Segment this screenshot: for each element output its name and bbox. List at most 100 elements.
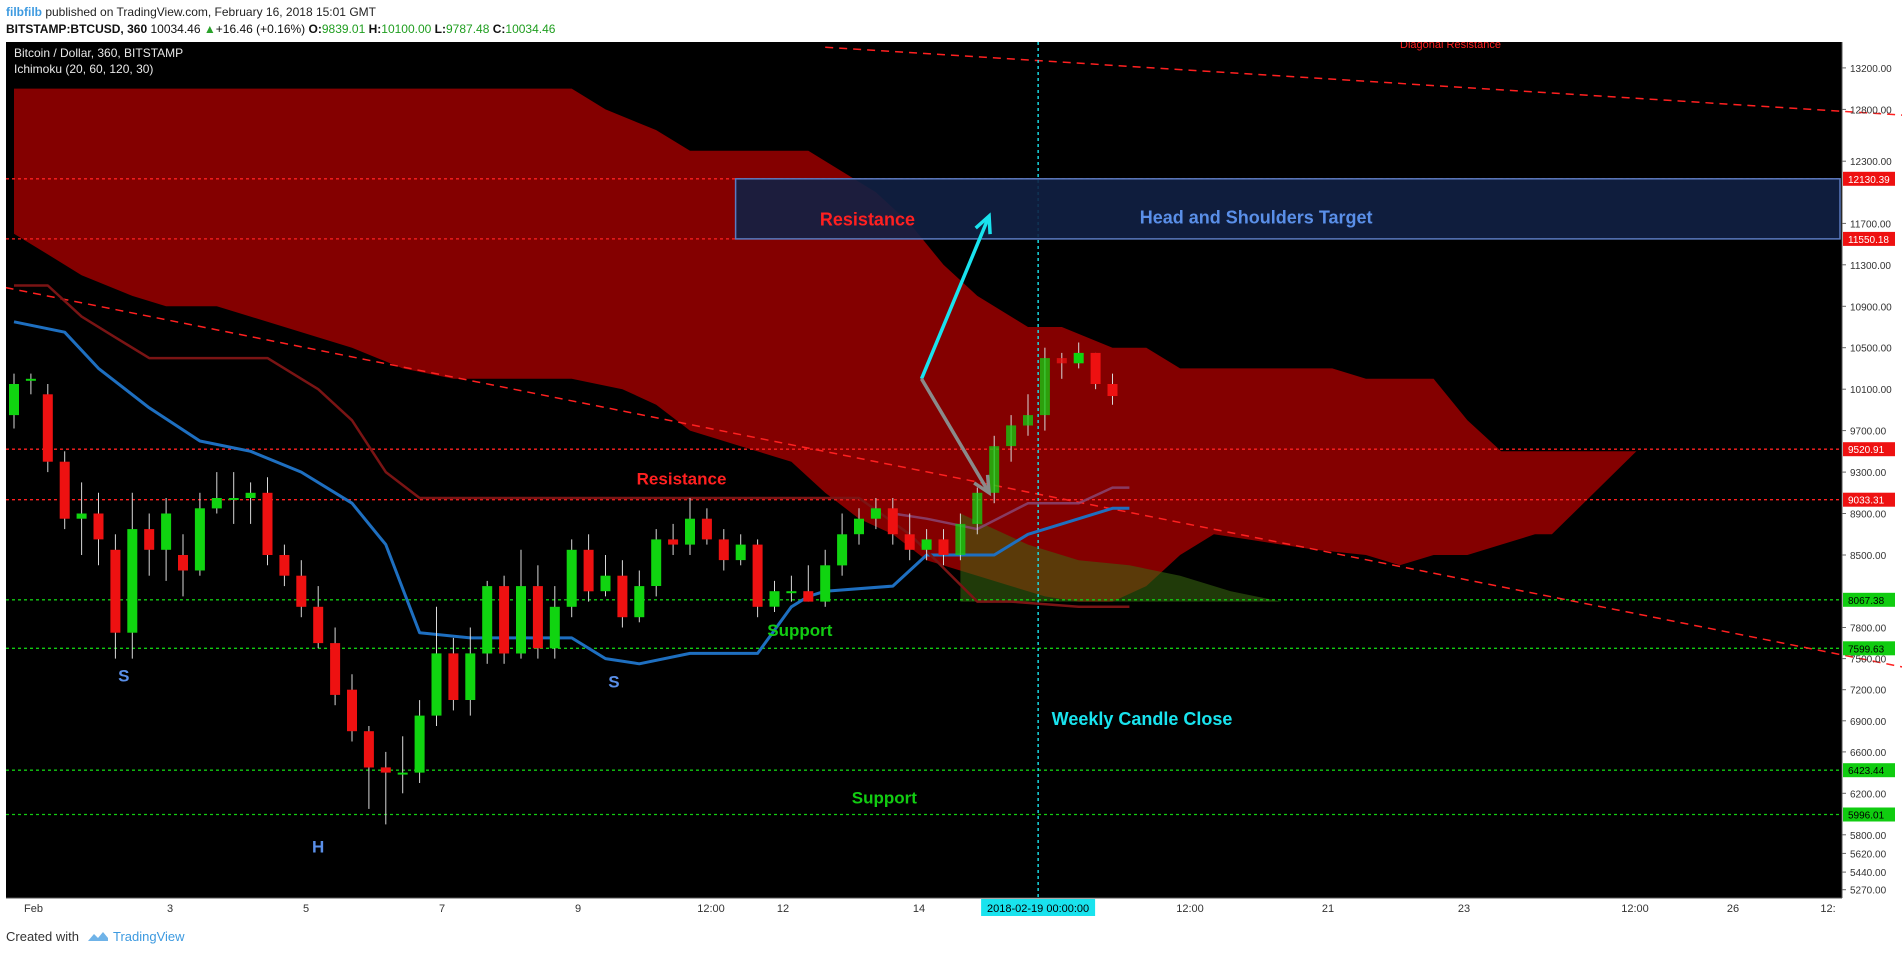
candle[interactable]	[228, 472, 239, 524]
support-label-low: Support	[852, 789, 917, 808]
price-tag-label: 7599.63	[1848, 644, 1885, 655]
candle[interactable]	[516, 549, 526, 659]
candle[interactable]	[296, 560, 307, 618]
candle[interactable]	[330, 627, 341, 706]
candle[interactable]	[59, 451, 70, 530]
candle[interactable]	[380, 751, 391, 825]
candle[interactable]	[735, 534, 746, 566]
price-tag-support: 8067.38	[1843, 592, 1895, 607]
candle[interactable]	[110, 534, 121, 659]
symbol-label: BITSTAMP:BTCUSD, 360	[6, 22, 148, 36]
candle[interactable]	[752, 539, 763, 618]
chart-frame[interactable]: Resistance Head and Shoulders Target Resis…	[5, 39, 1902, 917]
ichimoku-lagging-line	[892, 486, 1130, 531]
last-price: 10034.46	[150, 22, 201, 36]
time-tick-label: 21	[1322, 903, 1334, 915]
candle[interactable]	[820, 549, 831, 607]
candle[interactable]	[718, 529, 729, 571]
resistance-label-top: Resistance	[820, 209, 915, 229]
candle[interactable]	[499, 575, 510, 664]
change-up-icon: ▲	[203, 22, 216, 36]
candle-body	[482, 586, 493, 654]
price-tick-label: 9700.00	[1850, 427, 1887, 438]
candle[interactable]	[837, 513, 848, 576]
candle-body	[161, 513, 172, 550]
candle[interactable]	[76, 482, 87, 555]
candle[interactable]	[583, 534, 594, 602]
candle[interactable]	[921, 529, 932, 561]
time-tick-label: 12:00	[1621, 903, 1649, 915]
price-tag-support: 6423.44	[1843, 763, 1895, 778]
candle[interactable]	[887, 498, 898, 545]
candle-body	[380, 767, 391, 773]
candle[interactable]	[347, 674, 357, 742]
candle[interactable]	[1056, 352, 1067, 379]
candle[interactable]	[786, 575, 797, 602]
price-tick-label: 13200.00	[1850, 64, 1892, 75]
candle[interactable]	[448, 637, 459, 711]
diagonal-resistance-top-line	[825, 46, 1902, 116]
candle[interactable]	[651, 529, 662, 597]
candle[interactable]	[9, 373, 19, 429]
candle[interactable]	[431, 606, 442, 726]
candle[interactable]	[93, 492, 104, 566]
candle[interactable]	[600, 555, 611, 597]
candle[interactable]	[1107, 373, 1118, 405]
candle[interactable]	[161, 498, 172, 581]
candle[interactable]	[854, 508, 864, 545]
candle[interactable]	[397, 736, 408, 794]
tradingview-logo-icon	[88, 932, 108, 941]
author-link[interactable]: filbfilb	[6, 5, 42, 19]
candle[interactable]	[938, 529, 949, 566]
price-tag-bg	[1843, 171, 1895, 186]
candle[interactable]	[549, 586, 560, 659]
candle[interactable]	[617, 560, 628, 628]
candle[interactable]	[685, 498, 695, 555]
candle[interactable]	[904, 513, 915, 561]
candle[interactable]	[1073, 342, 1084, 369]
candle[interactable]	[279, 544, 290, 587]
candle[interactable]	[668, 523, 679, 555]
candle[interactable]	[1023, 394, 1033, 436]
time-tick-label: 12	[777, 903, 789, 915]
bear-arrow-head	[973, 474, 992, 497]
candle[interactable]	[194, 492, 205, 576]
candle[interactable]	[414, 700, 425, 783]
candle[interactable]	[955, 513, 966, 561]
candle[interactable]	[803, 565, 814, 602]
candle[interactable]	[870, 498, 881, 530]
candle[interactable]	[313, 586, 324, 649]
candle[interactable]	[363, 726, 374, 809]
candle[interactable]	[972, 487, 983, 535]
candle[interactable]	[989, 435, 1000, 504]
candle-body	[330, 643, 341, 695]
candle[interactable]	[178, 534, 188, 597]
candle[interactable]	[566, 539, 577, 618]
chart-canvas[interactable]: Resistance Head and Shoulders Target Resis…	[5, 39, 1902, 917]
candle-body	[431, 653, 442, 716]
candle-body	[93, 513, 104, 540]
candle[interactable]	[25, 373, 36, 395]
candle[interactable]	[532, 565, 543, 659]
candle[interactable]	[482, 580, 493, 664]
candle-body	[363, 731, 374, 768]
candle[interactable]	[211, 472, 222, 514]
candle[interactable]	[42, 384, 53, 473]
candle[interactable]	[262, 477, 273, 566]
candle[interactable]	[127, 492, 138, 659]
candle[interactable]	[245, 482, 256, 524]
price-tick-label: 10100.00	[1850, 385, 1892, 396]
candle[interactable]	[701, 508, 712, 545]
candle[interactable]	[634, 570, 645, 623]
tradingview-link[interactable]: TradingView	[113, 929, 185, 944]
diagonal-resistance-label: Diagonal Resistance	[1400, 42, 1501, 51]
price-tag-bg	[1843, 231, 1895, 246]
candle[interactable]	[1090, 352, 1101, 390]
candle-body	[803, 591, 814, 602]
candle[interactable]	[769, 580, 780, 612]
candle[interactable]	[144, 513, 155, 576]
candle[interactable]	[1006, 415, 1017, 462]
candle[interactable]	[1039, 347, 1050, 431]
time-tick-label: 23	[1458, 903, 1470, 915]
candle[interactable]	[465, 627, 476, 716]
